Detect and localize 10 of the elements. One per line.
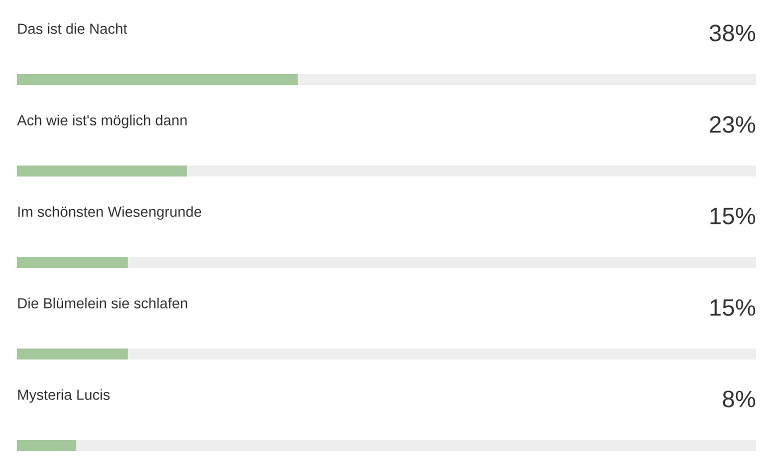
data-label: 23% — [710, 116, 756, 133]
y-tick-label: Mysteria Lucis — [18, 389, 110, 403]
data-label: 38% — [710, 24, 756, 42]
y-tick-label: Im schönsten Wiesengrunde — [18, 206, 202, 220]
y-tick-label: Die Blümelein sie schlafen — [18, 298, 188, 308]
data-label: 15% — [710, 208, 756, 224]
data-label: 8% — [722, 390, 756, 408]
data-label: 15% — [710, 299, 756, 316]
y-tick-label: Ach wie ist's möglich dann — [17, 114, 187, 128]
y-tick-label: Das ist die Nacht — [18, 23, 128, 34]
